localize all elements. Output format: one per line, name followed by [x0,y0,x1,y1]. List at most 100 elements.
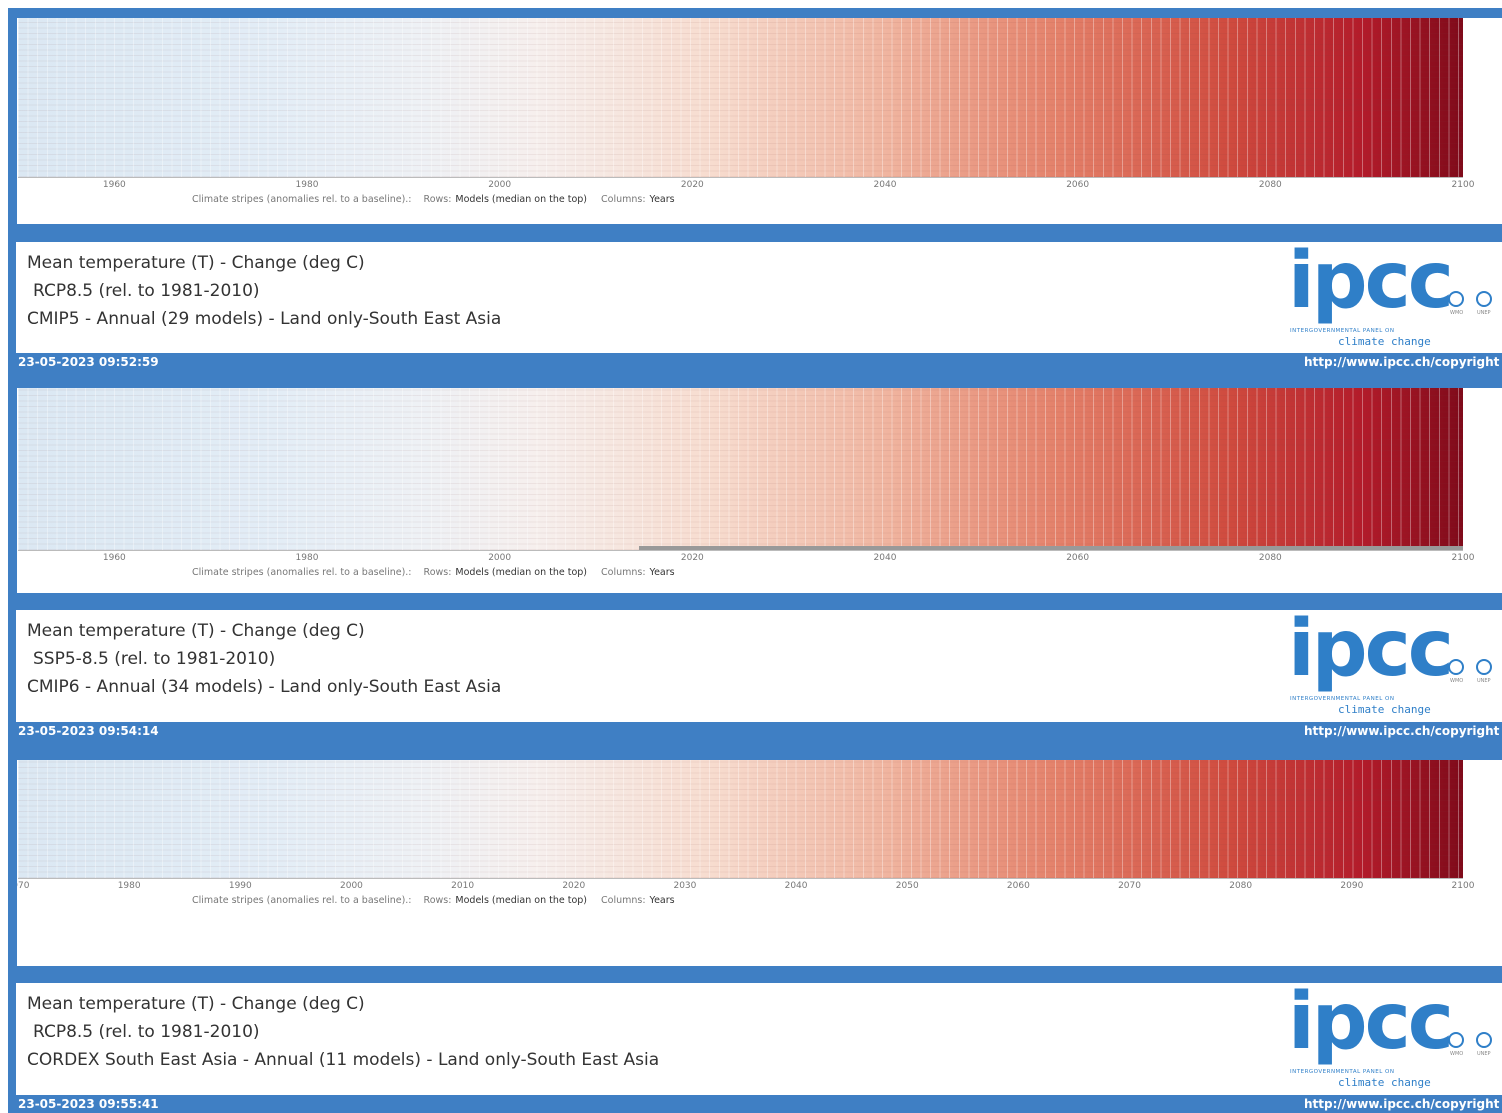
heatmap [18,760,1463,878]
x-tick-label: 2070 [1118,881,1141,891]
x-tick-label: 2000 [340,881,363,891]
columns-value: Years [649,567,675,578]
x-tick-label: 2040 [784,881,808,891]
copyright: http://www.ipcc.ch/copyright [1304,724,1500,738]
columns-label: Columns: [601,895,646,906]
title-box: Mean temperature (T) - Change (deg C) RCP… [16,983,1502,1095]
columns-label: Columns: [601,567,646,578]
x-tick-label: 2010 [451,881,475,891]
axis-line [18,550,1463,551]
rows-label: Rows: [423,194,452,205]
variable: Mean temperature (T) - Change (deg C) [27,253,365,273]
logo-line2: climate change [1338,335,1431,348]
logo-line2: climate change [1338,1076,1431,1089]
logo-name: ipcc [1288,242,1454,326]
timestamp: 23-05-2023 09:52:59 [18,355,159,369]
timestamp: 23-05-2023 09:55:41 [18,1097,159,1111]
x-tick-label: 1960 [102,180,126,190]
caption-label: Climate stripes (anomalies rel. to a bas… [192,895,412,906]
logo: ipcc INTERGOVERNMENTAL PANEL ON climate ch… [1288,983,1502,1094]
columns-value: Years [649,895,675,906]
x-tick-label: 1970 [17,881,30,891]
dataset: CORDEX South East Asia - Annual (11 mode… [27,1050,660,1070]
x-tick-label: 1980 [117,881,141,891]
x-tick-label: 2020 [680,553,704,563]
x-tick-label: 2100 [1451,553,1475,563]
x-tick-label: 2000 [488,553,512,563]
axis-line [18,177,1463,178]
x-tick-label: 1980 [295,553,319,563]
missing-bar [639,546,1463,550]
chart-area: 1960 1980 2000 2020 2040 2060 2080 2100 Climate … [17,18,1502,224]
x-tick-label: 1990 [228,881,252,891]
unep-emblem [1476,1032,1492,1048]
x-tick-label: 2080 [1258,180,1282,190]
heatmap [18,18,1463,177]
logo-name: ipcc [1288,983,1454,1067]
unep-label: UNEP [1477,310,1491,316]
caption-label: Climate stripes (anomalies rel. to a bas… [192,567,412,578]
scenario: RCP8.5 (rel. to 1981-2010) [33,281,260,301]
scenario: RCP8.5 (rel. to 1981-2010) [33,1022,260,1042]
x-tick-label: 2060 [1066,180,1090,190]
x-tick-label: 1960 [102,553,126,563]
x-tick-label: 2000 [488,180,512,190]
caption: Climate stripes (anomalies rel. to a bas… [192,895,675,906]
x-tick-label: 2060 [1006,881,1030,891]
copyright: http://www.ipcc.ch/copyright [1304,355,1500,369]
rows-value: Models (median on the top) [455,194,587,205]
chart-area: 1970 1980 1990 2000 2010 2020 2030 2040 2050 2060… [17,760,1502,966]
caption-label: Climate stripes (anomalies rel. to a bas… [192,194,412,205]
x-tick-label: 2050 [895,881,919,891]
caption: Climate stripes (anomalies rel. to a bas… [192,567,675,578]
rows-value: Models (median on the top) [455,567,587,578]
logo: ipcc INTERGOVERNMENTAL PANEL ON climate ch… [1288,610,1502,721]
rows-label: Rows: [423,567,452,578]
x-tick-label: 2080 [1258,553,1282,563]
x-tick-label: 2040 [873,180,897,190]
unep-label: UNEP [1477,678,1491,684]
dataset: CMIP6 - Annual (34 models) - Land only-S… [27,677,502,697]
unep-emblem [1476,291,1492,307]
logo-line1: INTERGOVERNMENTAL PANEL ON [1290,1069,1395,1075]
x-tick-label: 2030 [673,881,697,891]
logo-line2: climate change [1338,703,1431,716]
rows-value: Models (median on the top) [455,895,587,906]
caption: Climate stripes (anomalies rel. to a bas… [192,194,675,205]
logo-line1: INTERGOVERNMENTAL PANEL ON [1290,328,1395,334]
title-box: Mean temperature (T) - Change (deg C) RCP… [16,242,1502,353]
columns-value: Years [649,194,675,205]
axis-line [18,878,1463,879]
scenario: SSP5-8.5 (rel. to 1981-2010) [33,649,276,669]
logo: ipcc INTERGOVERNMENTAL PANEL ON climate ch… [1288,242,1502,353]
wmo-emblem [1448,291,1464,307]
wmo-emblem [1448,1032,1464,1048]
x-tick-label: 2060 [1066,553,1090,563]
unep-emblem [1476,659,1492,675]
heatmap [18,388,1463,550]
variable: Mean temperature (T) - Change (deg C) [27,994,365,1014]
wmo-label: WMO [1450,678,1464,684]
unep-label: UNEP [1477,1051,1491,1057]
x-tick-label: 2100 [1451,180,1475,190]
columns-label: Columns: [601,194,646,205]
wmo-label: WMO [1450,1051,1464,1057]
x-tick-label: 2040 [873,553,897,563]
x-tick-label: 2020 [562,881,586,891]
x-tick-label: 2090 [1340,881,1364,891]
wmo-label: WMO [1450,310,1464,316]
copyright: http://www.ipcc.ch/copyright [1304,1097,1500,1111]
logo-line1: INTERGOVERNMENTAL PANEL ON [1290,696,1395,702]
x-tick-label: 2080 [1229,881,1253,891]
wmo-emblem [1448,659,1464,675]
logo-name: ipcc [1288,610,1454,694]
x-tick-label: 1980 [295,180,319,190]
title-box: Mean temperature (T) - Change (deg C) SSP… [16,610,1502,722]
rows-label: Rows: [423,895,452,906]
x-tick-label: 2020 [680,180,704,190]
chart-area: 1960 1980 2000 2020 2040 2060 2080 2100 Climate … [17,388,1502,593]
dataset: CMIP5 - Annual (29 models) - Land only-S… [27,309,502,329]
variable: Mean temperature (T) - Change (deg C) [27,621,365,641]
x-tick-label: 2100 [1451,881,1475,891]
